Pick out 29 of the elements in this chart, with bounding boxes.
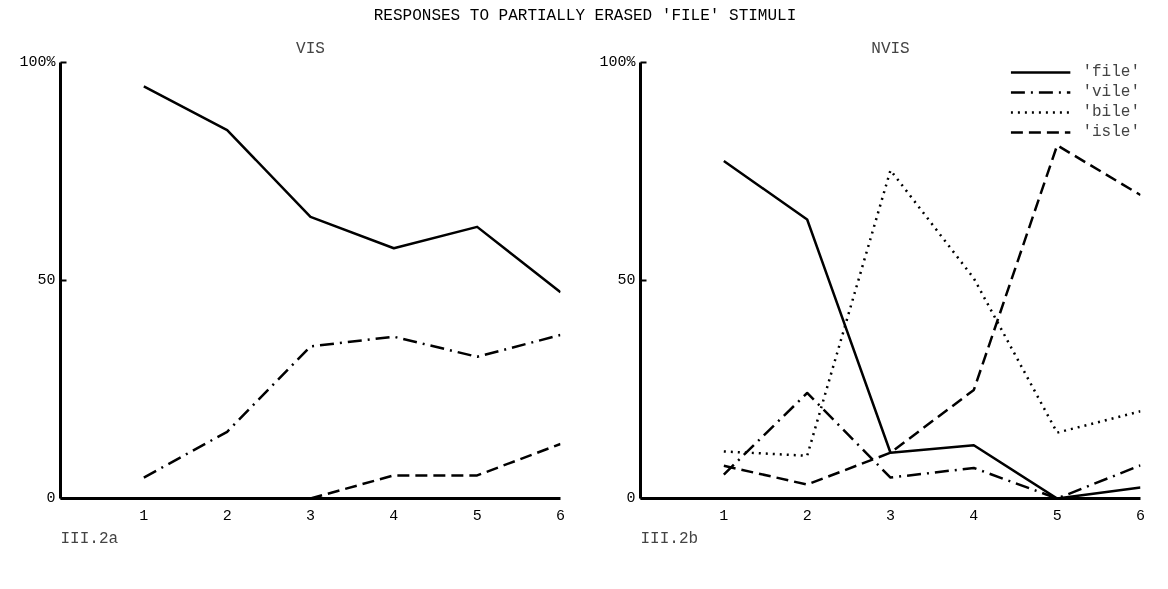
x-tick-label: 5	[1052, 507, 1062, 525]
line-series	[142, 333, 561, 479]
y-tick-label: 50	[617, 272, 636, 289]
legend-label: 'isle'	[1082, 123, 1140, 141]
legend-label: 'bile'	[1082, 103, 1140, 121]
x-tick-label: 6	[556, 507, 566, 525]
text: III.2b	[640, 529, 699, 548]
y-tick-label: 0	[46, 490, 56, 507]
x-tick-label: 3	[886, 507, 896, 525]
x-tick-label: 4	[389, 507, 399, 525]
legend-label: 'vile'	[1082, 83, 1140, 101]
chart-title: RESPONSES TO PARTIALLY ERASED 'FILE' STIMULI	[373, 6, 797, 27]
x-tick-label: 5	[472, 507, 482, 525]
y-tick-label: 100%	[19, 54, 57, 71]
y-tick-label: 50	[37, 272, 56, 289]
x-tick-label: 2	[802, 507, 812, 525]
x-tick-label: 2	[222, 507, 232, 525]
legend-label: 'file'	[1082, 63, 1140, 81]
chart-subtitle: VIS	[296, 39, 325, 58]
x-tick-label: 1	[139, 507, 149, 525]
x-tick-label: 6	[1136, 507, 1146, 525]
chart-title: NVIS	[871, 39, 910, 58]
x-tick-label: 1	[719, 507, 729, 525]
text: III.2a	[60, 529, 119, 548]
x-tick-label: 4	[969, 507, 979, 525]
y-tick-label: 100%	[599, 54, 637, 71]
y-tick-label: 0	[626, 490, 636, 507]
x-tick-label: 3	[306, 507, 316, 525]
line-series	[142, 85, 561, 294]
